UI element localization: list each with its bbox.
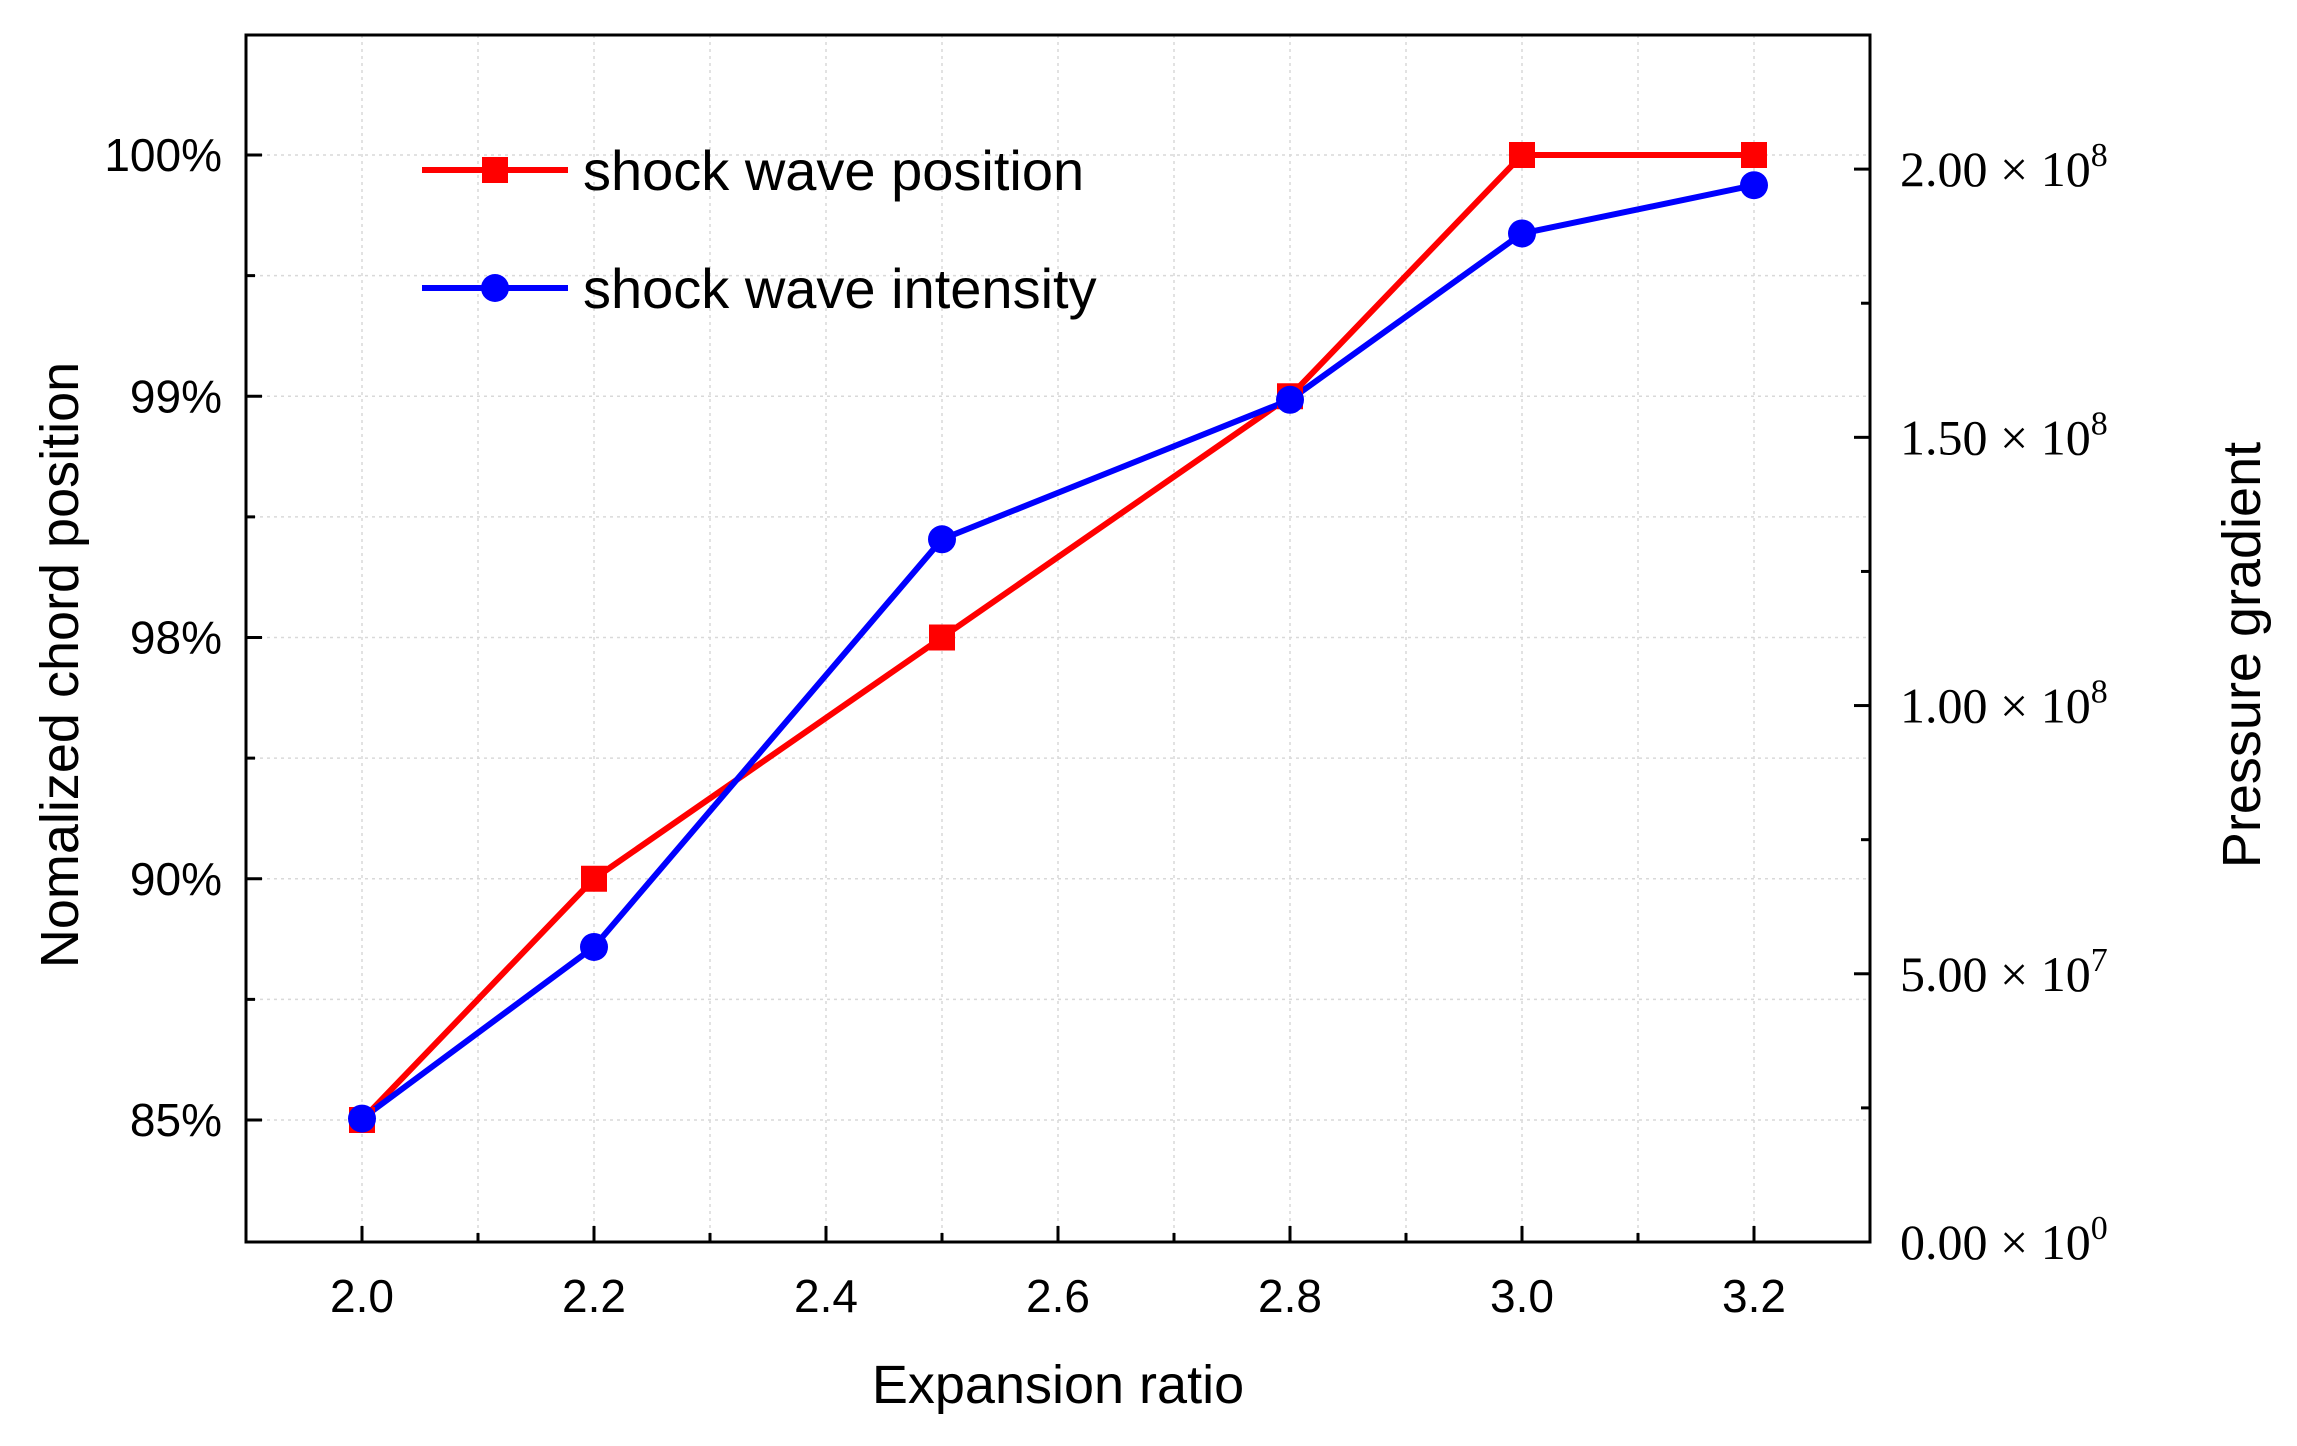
legend: shock wave position shock wave intensity (422, 139, 1097, 320)
marker-square (1741, 142, 1767, 168)
legend-marker-square (482, 157, 508, 183)
y-axis-left-label: Nomalized chord position (30, 362, 90, 968)
marker-square (1509, 142, 1535, 168)
x-tick-label: 2.2 (562, 1270, 626, 1322)
y-right-tick-label: 2.00 × 108 (1900, 137, 2108, 197)
legend-label-intensity: shock wave intensity (583, 257, 1097, 320)
series-line-position (359, 152, 1754, 1123)
x-tick-label: 2.6 (1026, 1270, 1090, 1322)
legend-item-intensity: shock wave intensity (422, 257, 1097, 320)
x-axis-label: Expansion ratio (872, 1355, 1244, 1415)
y-axis-right: 0.00 × 100 5.00 × 107 1.00 × 108 1.50 × 108… (1854, 137, 2108, 1270)
y-left-tick-label: 98% (130, 612, 222, 664)
x-tick-label: 2.8 (1258, 1270, 1322, 1322)
series-line-intensity (360, 182, 1755, 1122)
y-left-tick-label: 85% (130, 1094, 222, 1146)
x-tick-label: 2.4 (794, 1270, 858, 1322)
y-left-tick-label: 99% (130, 370, 222, 422)
y-right-tick-label: 1.00 × 108 (1900, 674, 2108, 734)
y-axis-left: 85% 90% 98% 99% 100% (104, 129, 262, 1146)
y-right-tick-label: 0.00 × 100 (1900, 1210, 2108, 1270)
marker-circle (1276, 385, 1304, 414)
y-axis-right-label: Pressure gradient (2212, 442, 2272, 868)
y-right-tick-label: 1.50 × 108 (1900, 405, 2108, 465)
legend-label-position: shock wave position (583, 139, 1084, 202)
y-left-tick-label: 90% (130, 853, 222, 905)
marker-circle (1740, 171, 1768, 200)
x-tick-label: 2.0 (330, 1270, 394, 1322)
x-tick-label: 3.0 (1490, 1270, 1554, 1322)
y-right-tick-label: 5.00 × 107 (1900, 942, 2108, 1002)
series-lines (359, 152, 1755, 1123)
grid-lines (246, 35, 1870, 1242)
legend-marker-circle (481, 274, 509, 302)
marker-circle (580, 932, 608, 961)
marker-circle (1508, 219, 1536, 248)
marker-circle (348, 1104, 376, 1133)
x-tick-label: 3.2 (1722, 1270, 1786, 1322)
series-markers (348, 142, 1768, 1133)
marker-square (929, 624, 955, 651)
x-axis: 2.0 2.2 2.4 2.6 2.8 3.0 3.2 (330, 1226, 1786, 1322)
legend-item-position: shock wave position (422, 139, 1084, 202)
marker-circle (928, 525, 956, 554)
marker-square (581, 865, 607, 892)
y-left-tick-label: 100% (104, 129, 222, 181)
